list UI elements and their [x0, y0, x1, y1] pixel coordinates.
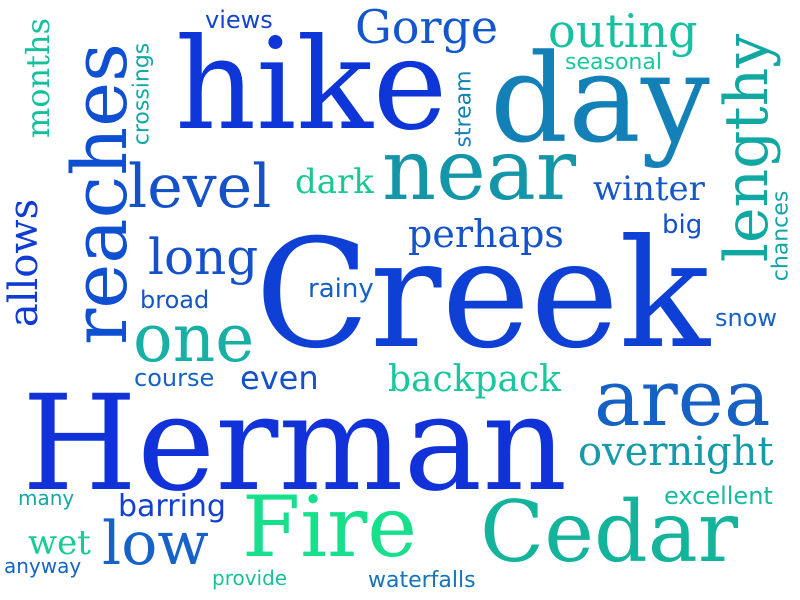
- word-excellent: excellent: [664, 482, 773, 510]
- word-snow: snow: [715, 304, 778, 332]
- word-one: one: [133, 300, 255, 377]
- word-herman: Herman: [22, 367, 568, 521]
- word-area: area: [594, 354, 771, 444]
- word-views: views: [205, 6, 273, 34]
- word-allows: allows: [1, 198, 48, 328]
- word-barring: barring: [118, 489, 226, 524]
- word-cedar: Cedar: [480, 483, 738, 581]
- word-rainy: rainy: [308, 274, 374, 304]
- word-many: many: [18, 486, 75, 510]
- word-reaches: reaches: [55, 42, 145, 346]
- word-creek: Creek: [255, 208, 710, 382]
- word-months: months: [19, 17, 58, 139]
- word-fire: Fire: [242, 478, 418, 576]
- word-long: long: [148, 228, 259, 286]
- word-winter: winter: [593, 169, 705, 209]
- word-provide: provide: [212, 566, 288, 590]
- word-dark: dark: [295, 162, 374, 202]
- word-overnight: overnight: [578, 429, 774, 475]
- word-level: level: [128, 152, 272, 222]
- word-crossings: crossings: [129, 42, 155, 146]
- word-big: big: [662, 210, 703, 240]
- word-near: near: [382, 121, 577, 219]
- word-wet: wet: [28, 523, 91, 563]
- word-even: even: [240, 359, 319, 397]
- word-backpack: backpack: [388, 359, 561, 400]
- word-gorge: Gorge: [355, 0, 499, 54]
- word-day: day: [490, 28, 710, 170]
- word-broad: broad: [140, 286, 210, 314]
- word-hike: hike: [175, 11, 448, 158]
- word-waterfalls: waterfalls: [368, 568, 476, 593]
- word-chances: chances: [768, 190, 794, 282]
- word-seasonal: seasonal: [565, 50, 662, 75]
- word-low: low: [102, 509, 209, 579]
- word-outing: outing: [548, 4, 698, 58]
- word-perhaps: perhaps: [408, 212, 564, 256]
- word-course: course: [134, 364, 215, 392]
- word-stream: stream: [451, 70, 477, 148]
- word-anyway: anyway: [4, 554, 82, 578]
